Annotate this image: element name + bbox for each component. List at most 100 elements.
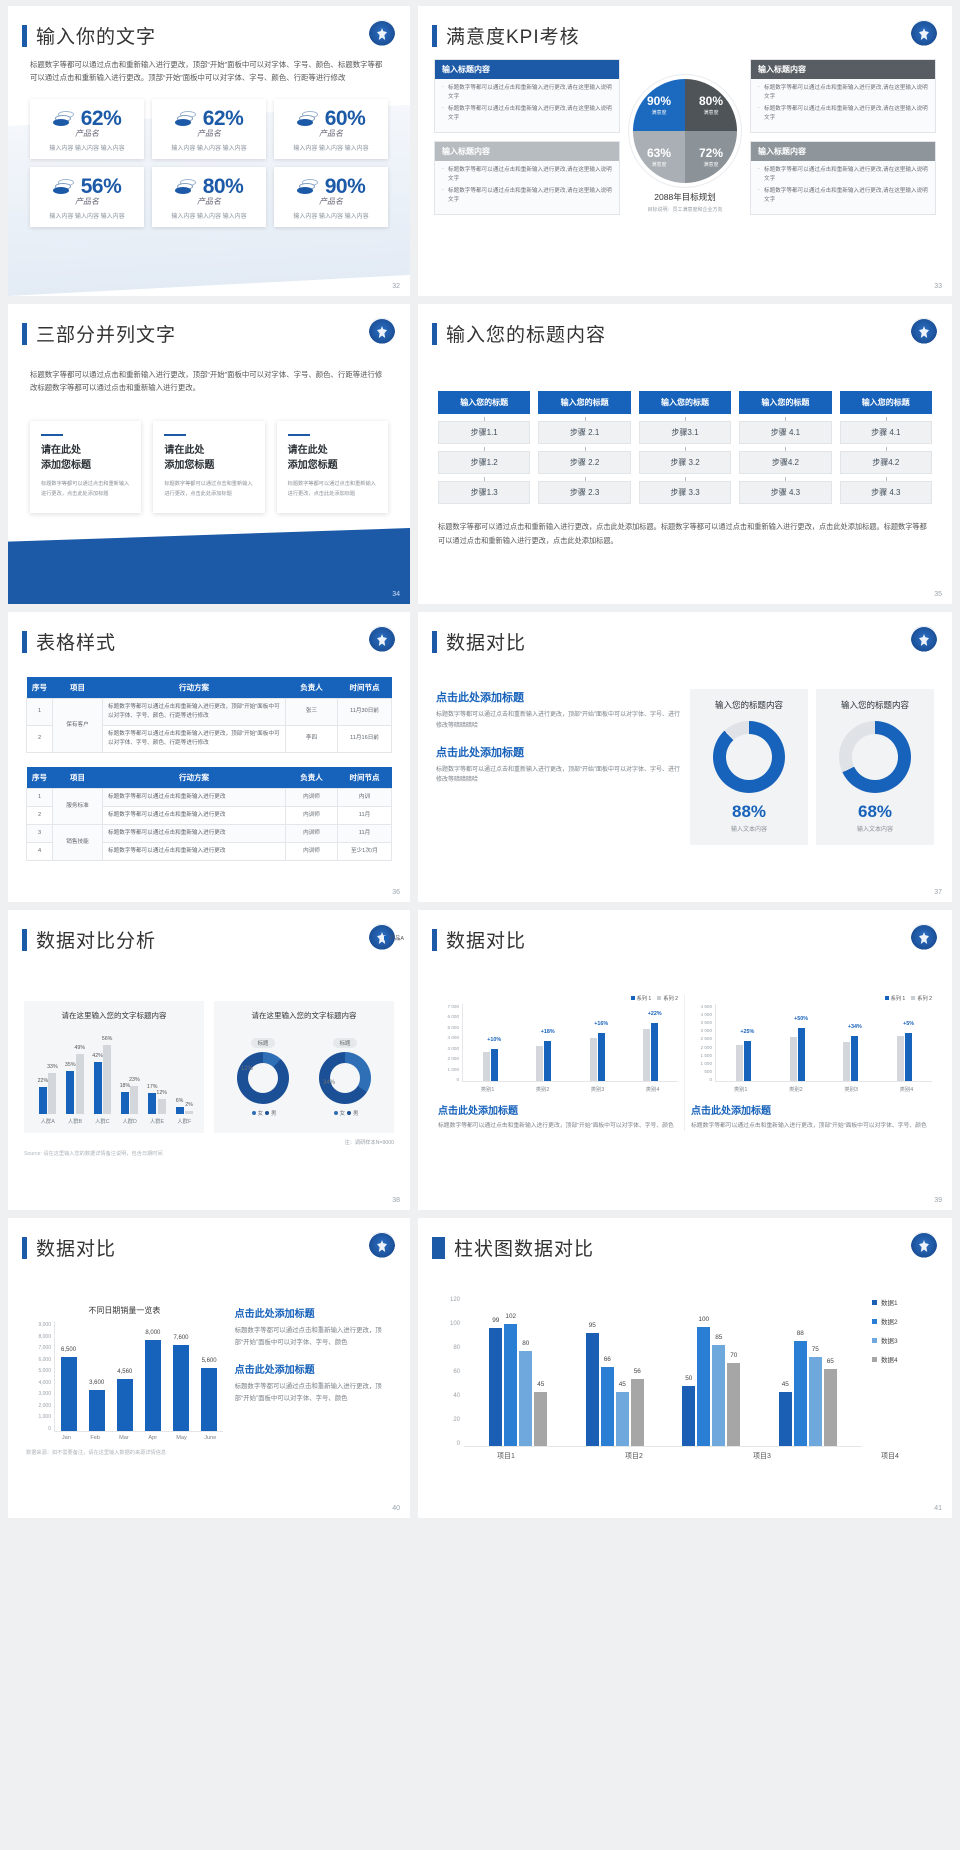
slide-grid: 输入你的文字 标题数字等都可以通过点击和重新输入进行更改，顶部“开始”面板中可以… [0,0,960,1524]
step-cell[interactable]: 步骤 4.3 [839,477,932,504]
plot-area: +10% +18% +16% +22% [462,1004,678,1082]
y-tick: 0 [456,1076,459,1082]
kpi-box[interactable]: 输入标题内容 标题数字等都可以通过点击和重新输入进行更改,请在这里输入说明文字 … [750,59,936,133]
step-cell[interactable]: 步骤1.3 [438,477,531,504]
step-header[interactable]: 输入您的标题 [638,391,732,414]
legend-label: 产品A [389,936,404,942]
step-header[interactable]: 输入您的标题 [538,391,631,414]
step-cell[interactable]: 步骤4.2 [839,447,932,474]
kpi-box[interactable]: 输入标题内容 标题数字等都可以通过点击和重新输入进行更改,请在这里输入说明文字 … [750,140,936,215]
step-cell[interactable]: 步骤 4.3 [739,477,832,504]
accent-dash [164,433,187,437]
bar: 22% [38,1078,48,1114]
bar-group: 35% 49% [63,1045,86,1114]
step-cell[interactable]: 步骤1.2 [438,447,531,474]
legend-swatch [872,1319,877,1324]
bar-label: 56 [633,1368,641,1376]
stat-card[interactable]: 60% 产品名 输入内容 输入内容 输入内容 [274,98,388,159]
table-row[interactable]: 1 保有客户 标题数字等都可以通过点击和重新输入进行更改，顶部“开始”面板中可以… [26,698,392,753]
step-cell[interactable]: 步骤 2.2 [538,447,631,474]
bar: 56 [630,1368,644,1446]
stat-value: 62% [202,106,244,130]
slide-35[interactable]: 输入您的标题内容 输入您的标题 步骤1.1 步骤1.2 步骤1.3 输入您的标题… [418,304,952,604]
title-accent-bar [22,24,27,47]
slide-41[interactable]: 柱状图数据对比 120 100 80 60 40 20 0 99 102 80 45 95 66 45 5… [418,1218,952,1518]
ring-chart-card[interactable]: 输入您的标题内容 88% 输入文本内容 [690,689,808,845]
step-header[interactable]: 输入您的标题 [839,391,932,414]
delta-label: +25% [740,1028,755,1035]
donut-item[interactable]: 标题 12% 女男 [237,1032,289,1117]
bar-label: 18% [119,1082,131,1089]
page-title: 满意度KPI考核 [446,27,580,48]
delta-label: +5% [903,1020,915,1027]
slide-36[interactable]: 表格样式 序号 项目 行动方案 负责人 时间节点 1 保有客户 标题数字等都可以… [8,612,410,902]
x-label: 类别1 [480,1087,495,1093]
card-text: 标题数字等都可以通过点击和重新输入进行更改，点击此处添加标题 [164,481,253,497]
step-cell[interactable]: 步骤 4.1 [739,417,832,444]
coins-icon [174,178,197,195]
step-column: 输入您的标题 步骤 4.1 步骤4.2 步骤 4.3 [839,391,932,504]
y-tick: 100 [449,1321,460,1327]
legend-label: 男 [271,1111,277,1117]
title-accent-bar [22,1236,27,1259]
cell-owner: 内训师 [285,805,338,825]
step-header[interactable]: 输入您的标题 [739,391,832,414]
bar: 7,600 [172,1335,189,1431]
slide-34[interactable]: 三部分并列文字 标题数字等都可以通过点击和重新输入进行更改，顶部“开始”面板中可… [8,304,410,604]
table-row[interactable]: 3 销售技能 标题数字等都可以通过点击和重新输入进行更改 内训师 11月 [26,823,392,861]
feature-card[interactable]: 请在此处 添加您标题 标题数字等都可以通过点击和重新输入进行更改，点击此处添加标… [153,420,265,513]
y-tick: 4 500 [700,1004,713,1009]
step-cell[interactable]: 步骤3.1 [638,417,732,444]
slide-32[interactable]: 输入你的文字 标题数字等都可以通过点击和重新输入进行更改，顶部“开始”面板中可以… [8,6,410,296]
page-title: 输入您的标题内容 [446,325,607,346]
stat-card[interactable]: 90% 产品名 输入内容 输入内容 输入内容 [274,166,388,227]
slide-38[interactable]: 数据对比分析 请在这里输入您的文字标题内容 产品A 22% 33% 35% 49% 42… [8,910,410,1210]
slide-40-header: 数据对比 [8,1218,410,1261]
kpi-box[interactable]: 输入标题内容 标题数字等都可以通过点击和重新输入进行更改,请在这里输入说明文字 … [434,59,620,133]
step-cell[interactable]: 步骤 3.2 [638,447,732,474]
y-tick: 7 000 [447,1004,460,1009]
x-axis-labels: 类别1 类别2 类别3 类别4 [438,1085,678,1093]
page-title: 三部分并列文字 [36,325,177,346]
step-cell[interactable]: 步骤 2.1 [538,417,631,444]
slide-40[interactable]: 数据对比 不同日期销量一览表 9,000 8,000 7,000 6,000 5,000… [8,1218,410,1518]
ring-caption: 输入文本内容 [856,827,893,833]
bar: 85 [712,1334,726,1446]
coins-icon [174,110,197,127]
step-cell[interactable]: 步骤 2.3 [538,477,631,504]
kpi-box-header: 输入标题内容 [435,141,619,161]
table-row[interactable]: 1 服务标准 标题数字等都可以通过点击和重新输入进行更改 内训师 内训 [26,787,392,825]
feature-card[interactable]: 请在此处 添加您标题 标题数字等都可以通过点击和重新输入进行更改，点击此处添加标… [276,420,388,513]
stat-card[interactable]: 80% 产品名 输入内容 输入内容 输入内容 [152,166,266,227]
feature-card[interactable]: 请在此处 添加您标题 标题数字等都可以通过点击和重新输入进行更改，点击此处添加标… [30,420,142,513]
table-row[interactable]: 2 标题数字等都可以通过点击和重新输入进行更改 内训师 11月 [26,805,392,825]
slide-33[interactable]: 满意度KPI考核 输入标题内容 标题数字等都可以通过点击和重新输入进行更改,请在… [418,6,952,296]
bar: 6,500 [60,1347,77,1431]
cell-deadline: 至少1次/月 [337,841,392,861]
table-row[interactable]: 2 标题数字等都可以通过点击和重新输入进行更改，顶部“开始”面板中可以对字体、字… [26,724,392,753]
step-cell[interactable]: 步骤 3.3 [638,477,732,504]
ring-chart-card[interactable]: 输入您的标题内容 68% 输入文本内容 [816,689,934,845]
pie-slice: 72% 满意度 [685,131,737,183]
step-header[interactable]: 输入您的标题 [438,391,531,414]
slide-37[interactable]: 数据对比 点击此处添加标题 标题数字等都可以通过点击和重新输入进行更改，顶部“开… [418,612,952,902]
stat-value: 90% [324,174,366,198]
stat-card-grid: 62% 产品名 输入内容 输入内容 输入内容 62% 产品名 输入内容 输入内容… [8,85,410,227]
stat-card[interactable]: 56% 产品名 输入内容 输入内容 输入内容 [30,166,144,227]
stat-value: 62% [80,106,122,130]
kpi-box[interactable]: 输入标题内容 标题数字等都可以通过点击和重新输入进行更改,请在这里输入说明文字 … [434,140,620,215]
stat-card[interactable]: 62% 产品名 输入内容 输入内容 输入内容 [152,98,266,159]
step-cell[interactable]: 步骤 4.1 [839,417,932,444]
legend-label: 女 [257,1111,263,1117]
donut-item[interactable]: 标题 34% 女男 [319,1032,371,1117]
bar-label: 3,600 [89,1380,105,1387]
bar-group: 6% 2% [173,1098,196,1114]
step-cell[interactable]: 步骤1.1 [438,417,531,444]
stat-card[interactable]: 62% 产品名 输入内容 输入内容 输入内容 [30,98,144,159]
step-cell[interactable]: 步骤4.2 [739,447,832,474]
table-row[interactable]: 4 标题数字等都可以通过点击和重新输入进行更改 内训师 至少1次/月 [26,841,392,861]
bar-label: 80 [522,1339,530,1347]
ring-value: 88% [731,802,767,821]
cell-plan: 标题数字等都可以通过点击和重新输入进行更改 [102,787,286,807]
slide-39[interactable]: 数据对比 系列 1 系列 2 7 000 6 000 5 000 4 000 3 000 2… [418,910,952,1210]
